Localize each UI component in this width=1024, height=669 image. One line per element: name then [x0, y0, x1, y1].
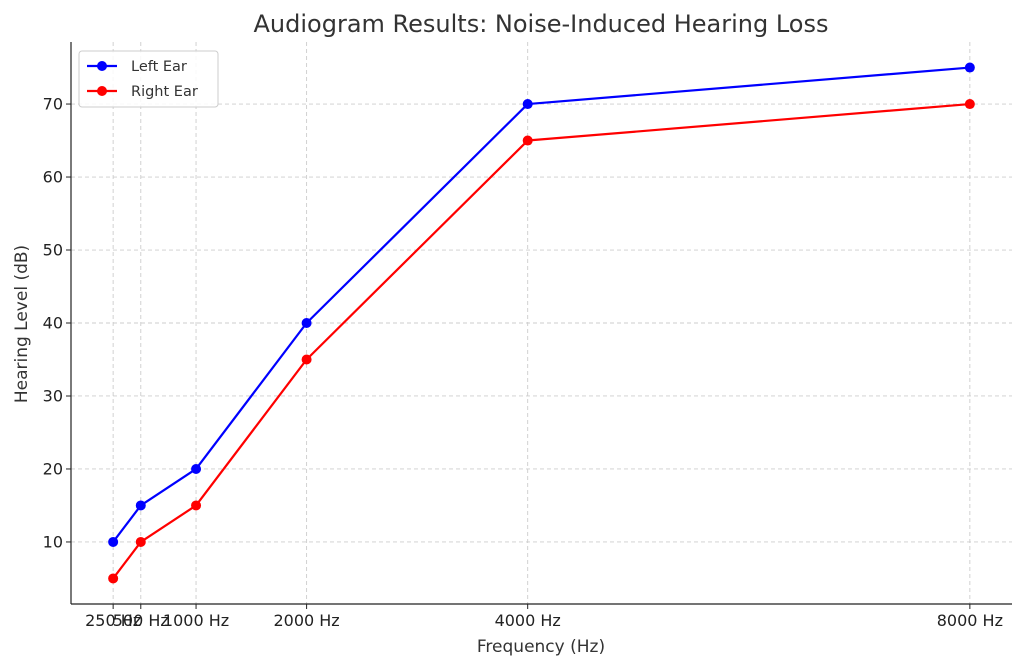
legend-item-left-ear: Left Ear: [87, 59, 187, 75]
y-axis-label: Hearing Level (dB): [12, 245, 32, 403]
data-point-right-ear: [964, 99, 975, 110]
data-point-left-ear: [522, 99, 533, 110]
y-tick-label: 70: [43, 95, 63, 114]
data-point-left-ear: [135, 500, 146, 511]
legend-swatch-marker: [97, 61, 107, 71]
series-line-left-ear: [112, 66, 970, 543]
legend-swatch-marker: [97, 86, 107, 96]
y-tick-label: 40: [43, 314, 63, 333]
legend-label: Left Ear: [131, 59, 187, 75]
x-axis-label: Frequency (Hz): [477, 637, 605, 657]
data-point-right-ear: [108, 573, 119, 584]
y-tick-label: 50: [43, 241, 63, 260]
data-point-right-ear: [522, 135, 533, 146]
series-right-ear: [108, 99, 975, 584]
legend-item-right-ear: Right Ear: [87, 84, 198, 100]
y-tick-label: 20: [43, 459, 63, 478]
y-tick-label: 30: [43, 386, 63, 405]
data-point-left-ear: [301, 318, 312, 328]
y-tick-label: 60: [43, 168, 63, 187]
x-tick-label: 250 Hz: [85, 611, 141, 630]
data-point-left-ear: [108, 536, 119, 547]
x-tick-label: 8000 Hz: [937, 611, 1003, 630]
series-line-right-ear: [112, 102, 970, 580]
series-left-ear: [108, 62, 975, 547]
x-tick-label: 2000 Hz: [273, 611, 339, 630]
y-tick-label: 10: [43, 532, 63, 551]
x-tick-label: 500 Hz: [113, 611, 169, 630]
x-tick-label: 4000 Hz: [495, 611, 561, 630]
chart-title: Audiogram Results: Noise-Induced Hearing…: [254, 10, 829, 38]
data-point-right-ear: [135, 536, 146, 547]
series: [108, 62, 975, 584]
data-point-right-ear: [301, 354, 312, 365]
x-tick-label: 1000 Hz: [163, 611, 229, 630]
legend-label: Right Ear: [131, 84, 198, 100]
grid: [71, 42, 1012, 604]
data-point-left-ear: [964, 62, 975, 73]
data-point-right-ear: [191, 500, 202, 511]
legend: Left Ear Right Ear: [78, 50, 219, 108]
data-point-left-ear: [191, 463, 202, 474]
